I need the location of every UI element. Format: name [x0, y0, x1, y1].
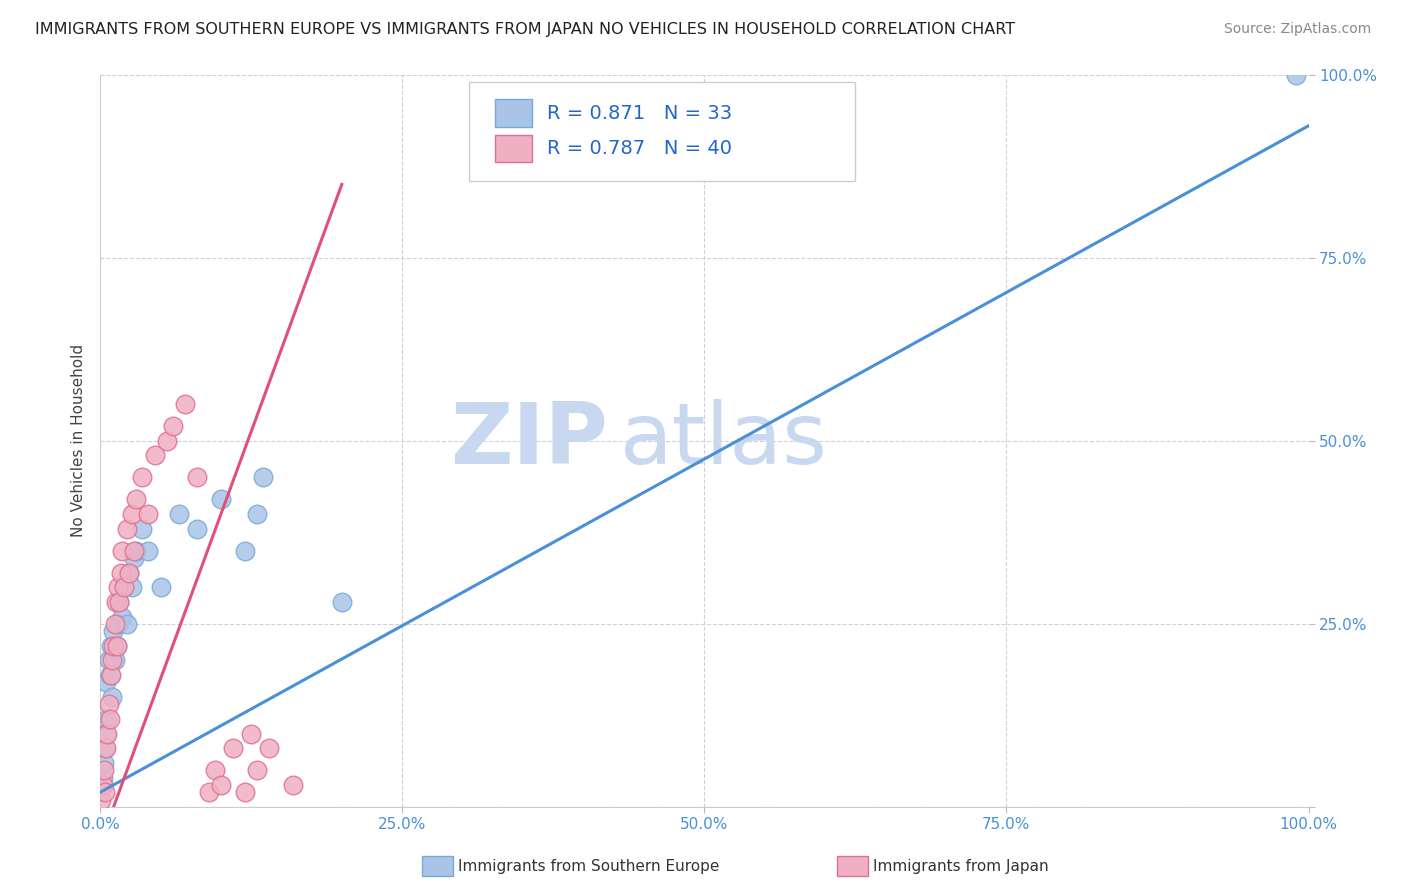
Point	[104, 653, 127, 667]
Point	[233, 785, 256, 799]
Point	[246, 507, 269, 521]
Point	[240, 727, 263, 741]
Point	[115, 522, 138, 536]
Point	[104, 595, 127, 609]
Point	[125, 492, 148, 507]
Point	[138, 507, 160, 521]
Point	[118, 566, 141, 580]
Point	[1285, 68, 1308, 82]
Point	[105, 639, 128, 653]
Point	[96, 712, 118, 726]
Point	[98, 668, 121, 682]
Point	[149, 580, 172, 594]
Point	[103, 624, 125, 639]
Point	[107, 580, 129, 594]
Point	[112, 580, 135, 594]
Text: Immigrants from Japan: Immigrants from Japan	[873, 859, 1049, 873]
Point	[100, 639, 122, 653]
Point	[259, 741, 281, 756]
Point	[90, 792, 112, 806]
Point	[115, 616, 138, 631]
Point	[104, 616, 127, 631]
Text: IMMIGRANTS FROM SOUTHERN EUROPE VS IMMIGRANTS FROM JAPAN NO VEHICLES IN HOUSEHOL: IMMIGRANTS FROM SOUTHERN EUROPE VS IMMIG…	[35, 22, 1015, 37]
FancyBboxPatch shape	[495, 135, 531, 162]
FancyBboxPatch shape	[495, 99, 531, 128]
Text: ZIP: ZIP	[450, 400, 607, 483]
Point	[97, 653, 120, 667]
Point	[252, 470, 274, 484]
Point	[111, 609, 134, 624]
Point	[131, 522, 153, 536]
Point	[330, 595, 353, 609]
Point	[112, 580, 135, 594]
Point	[105, 639, 128, 653]
Point	[108, 595, 131, 609]
Point	[94, 785, 117, 799]
Point	[107, 616, 129, 631]
Y-axis label: No Vehicles in Household: No Vehicles in Household	[72, 344, 86, 537]
Point	[209, 778, 232, 792]
Point	[96, 727, 118, 741]
Point	[91, 771, 114, 785]
Point	[101, 690, 124, 705]
Point	[155, 434, 177, 448]
Point	[121, 507, 143, 521]
Point	[96, 741, 118, 756]
Point	[93, 764, 115, 778]
Point	[97, 698, 120, 712]
Point	[125, 543, 148, 558]
Point	[100, 668, 122, 682]
Text: Immigrants from Southern Europe: Immigrants from Southern Europe	[458, 859, 720, 873]
Point	[98, 712, 121, 726]
Text: Source: ZipAtlas.com: Source: ZipAtlas.com	[1223, 22, 1371, 37]
Point	[186, 522, 208, 536]
Point	[111, 543, 134, 558]
Point	[96, 675, 118, 690]
Point	[131, 470, 153, 484]
Point	[121, 580, 143, 594]
Point	[94, 741, 117, 756]
Point	[122, 550, 145, 565]
Point	[122, 543, 145, 558]
Point	[108, 595, 131, 609]
Point	[162, 419, 184, 434]
Point	[246, 764, 269, 778]
Point	[167, 507, 190, 521]
FancyBboxPatch shape	[468, 82, 855, 181]
Point	[93, 756, 115, 770]
Text: R = 0.787   N = 40: R = 0.787 N = 40	[547, 139, 733, 158]
Point	[209, 492, 232, 507]
Text: R = 0.871   N = 33: R = 0.871 N = 33	[547, 103, 733, 123]
Point	[186, 470, 208, 484]
Point	[138, 543, 160, 558]
Point	[283, 778, 305, 792]
Point	[96, 727, 118, 741]
Point	[222, 741, 245, 756]
Point	[110, 566, 132, 580]
Point	[198, 785, 221, 799]
Point	[233, 543, 256, 558]
Point	[101, 653, 124, 667]
Text: atlas: atlas	[620, 400, 828, 483]
Point	[118, 566, 141, 580]
Point	[103, 639, 125, 653]
Point	[143, 449, 166, 463]
Point	[204, 764, 226, 778]
Point	[173, 397, 195, 411]
Point	[91, 778, 114, 792]
